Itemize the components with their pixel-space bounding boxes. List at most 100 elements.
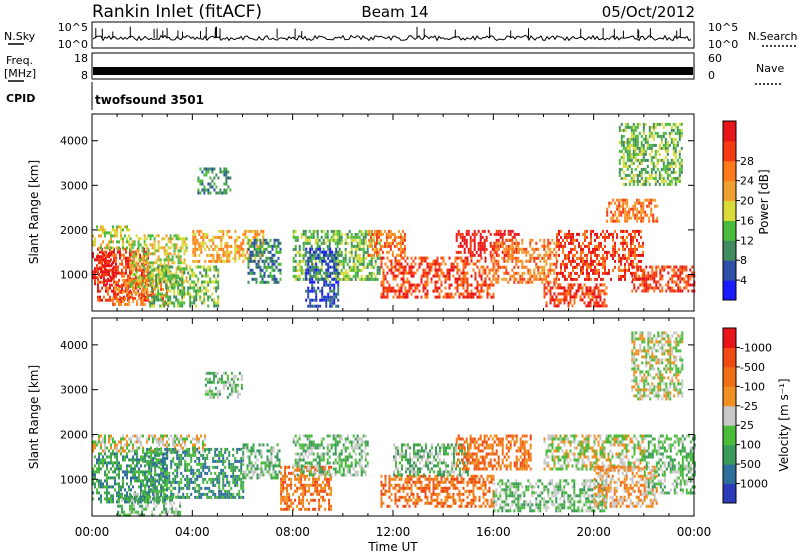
power-echo-cell (151, 304, 154, 308)
power-echo-cell (572, 259, 574, 263)
power-echo-cell (589, 289, 592, 293)
power-echo-cell (648, 134, 651, 138)
power-echo-cell (327, 265, 330, 269)
power-echo-cell (678, 149, 681, 153)
power-echo-cell (624, 201, 627, 205)
power-echo-cell (454, 259, 457, 263)
power-echo-cell (644, 167, 647, 171)
power-echo-cell (642, 125, 645, 129)
power-echo-cell (344, 268, 347, 272)
power-echo-cell (111, 283, 113, 287)
power-echo-cell (603, 298, 606, 302)
power-echo-cell (446, 292, 449, 296)
power-echo-cell (474, 286, 477, 290)
power-echo-cell (173, 289, 176, 293)
power-echo-cell (562, 259, 564, 263)
power-echo-cell (139, 265, 141, 269)
power-echo-cell (680, 128, 683, 132)
power-echo-cell (221, 170, 224, 174)
power-echo-cell (115, 256, 117, 260)
power-echo-cell (662, 131, 665, 135)
power-echo-cell (602, 262, 604, 266)
power-echo-cell (403, 247, 406, 251)
velocity-echo-cell (106, 500, 108, 504)
power-echo-cell (636, 137, 639, 141)
power-echo-cell (612, 253, 614, 257)
power-echo-cell (618, 277, 620, 281)
power-echo-cell (570, 232, 572, 236)
power-echo-cell (492, 295, 495, 299)
power-echo-cell (564, 253, 566, 257)
power-echo-cell (573, 295, 576, 299)
power-echo-cell (116, 231, 118, 235)
power-echo-cell (250, 241, 253, 245)
power-echo-cell (664, 131, 667, 135)
power-echo-cell (298, 253, 301, 257)
power-echo-cell (358, 235, 361, 239)
power-echo-cell (640, 244, 642, 248)
power-echo-cell (175, 255, 178, 259)
power-echo-cell (159, 292, 162, 296)
power-echo-cell (317, 268, 320, 272)
power-echo-cell (128, 299, 131, 303)
power-echo-cell (171, 277, 174, 281)
velocity-echo-cell (106, 473, 108, 477)
power-echo-cell (342, 259, 345, 263)
power-echo-cell (129, 261, 132, 265)
power-echo-cell (149, 265, 152, 269)
power-echo-cell (436, 268, 439, 272)
power-echo-cell (630, 244, 632, 248)
power-echo-cell (179, 237, 182, 241)
power-echo-cell (642, 155, 645, 159)
power-echo-cell (645, 277, 648, 281)
power-echo-cell (337, 283, 340, 287)
power-colorbar-tick-label: 4 (740, 274, 747, 287)
power-echo-cell (200, 229, 203, 233)
power-echo-cell (215, 173, 218, 177)
power-echo-cell (655, 286, 658, 290)
power-echo-cell (464, 256, 467, 260)
power-echo-cell (624, 247, 626, 251)
power-echo-cell (396, 289, 399, 293)
power-echo-cell (678, 173, 681, 177)
power-echo-cell (193, 280, 196, 284)
power-echo-cell (594, 265, 596, 269)
power-echo-cell (557, 283, 560, 287)
power-echo-cell (196, 238, 199, 242)
power-echo-cell (370, 271, 373, 275)
power-echo-cell (553, 301, 556, 305)
power-echo-cell (521, 265, 524, 269)
power-echo-cell (149, 271, 152, 275)
power-echo-cell (626, 146, 629, 150)
power-echo-cell (404, 259, 407, 263)
power-echo-cell (311, 298, 314, 302)
power-echo-cell (662, 167, 665, 171)
power-echo-cell (197, 176, 200, 180)
power-echo-cell (340, 241, 343, 245)
power-echo-cell (187, 280, 190, 284)
power-echo-cell (194, 235, 197, 239)
power-echo-cell (352, 259, 355, 263)
noise-left-label: N.Sky (4, 30, 36, 43)
power-echo-cell (643, 277, 646, 281)
power-echo-cell (105, 298, 107, 302)
power-echo-cell (456, 289, 459, 293)
velocity-echo-cell (118, 470, 120, 474)
power-echo-cell (581, 298, 584, 302)
power-echo-cell (403, 235, 406, 239)
power-echo-cell (517, 271, 520, 275)
velocity-echo-cell (94, 455, 96, 459)
power-echo-cell (471, 232, 474, 236)
power-echo-cell (404, 292, 407, 296)
power-echo-cell (267, 250, 270, 254)
power-echo-cell (486, 283, 489, 287)
power-echo-cell (198, 232, 201, 236)
power-echo-cell (410, 283, 413, 287)
power-echo-cell (203, 188, 206, 192)
power-echo-cell (105, 286, 107, 290)
power-echo-cell (192, 253, 195, 257)
velocity-echo-cell (92, 491, 94, 495)
power-echo-cell (484, 283, 487, 287)
velocity-echo-cell (108, 437, 110, 441)
power-echo-cell (309, 250, 312, 254)
